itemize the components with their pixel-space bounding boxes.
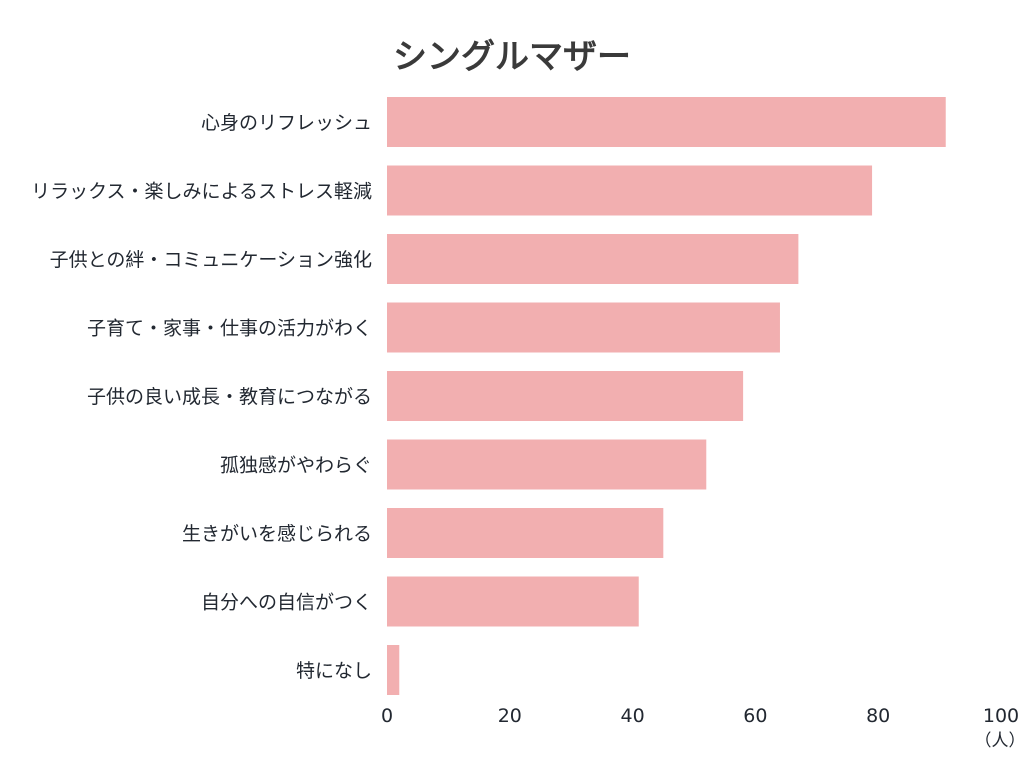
x-tick-labels-group: 0 20 40 60 80 100: [381, 705, 1019, 727]
x-tick-label: 60: [743, 705, 767, 727]
x-tick-label: 0: [381, 705, 393, 727]
x-tick-label: 40: [621, 705, 645, 727]
bar: [387, 234, 799, 284]
category-label: 子育て・家事・仕事の活力がわく: [87, 318, 372, 340]
bar: [387, 645, 400, 695]
chart-title: シングルマザー: [393, 37, 631, 77]
category-label: 生きがいを感じられる: [182, 523, 372, 545]
bars-group: [387, 97, 946, 695]
bar: [387, 371, 744, 421]
bar: [387, 97, 946, 147]
bar: [387, 508, 664, 558]
category-label: 子供との絆・コミュニケーション強化: [50, 249, 372, 271]
category-label: 子供の良い成長・教育につながる: [87, 386, 372, 408]
bar: [387, 302, 780, 353]
bar: [387, 576, 639, 627]
x-tick-label: 80: [866, 705, 890, 727]
x-tick-label: 20: [498, 705, 522, 727]
x-axis-unit-label: （人）: [975, 731, 1024, 751]
category-label: 自分への自信がつく: [201, 592, 372, 614]
category-label: 心身のリフレッシュ: [201, 112, 372, 134]
bar: [387, 439, 707, 490]
category-label: 孤独感がやわらぐ: [220, 455, 372, 477]
x-tick-label: 100: [983, 705, 1019, 727]
category-label: 特になし: [296, 660, 372, 682]
category-labels-group: 心身のリフレッシュリラックス・楽しみによるストレス軽減子供との絆・コミュニケーシ…: [31, 112, 372, 682]
bar: [387, 165, 873, 216]
category-label: リラックス・楽しみによるストレス軽減: [31, 181, 372, 203]
